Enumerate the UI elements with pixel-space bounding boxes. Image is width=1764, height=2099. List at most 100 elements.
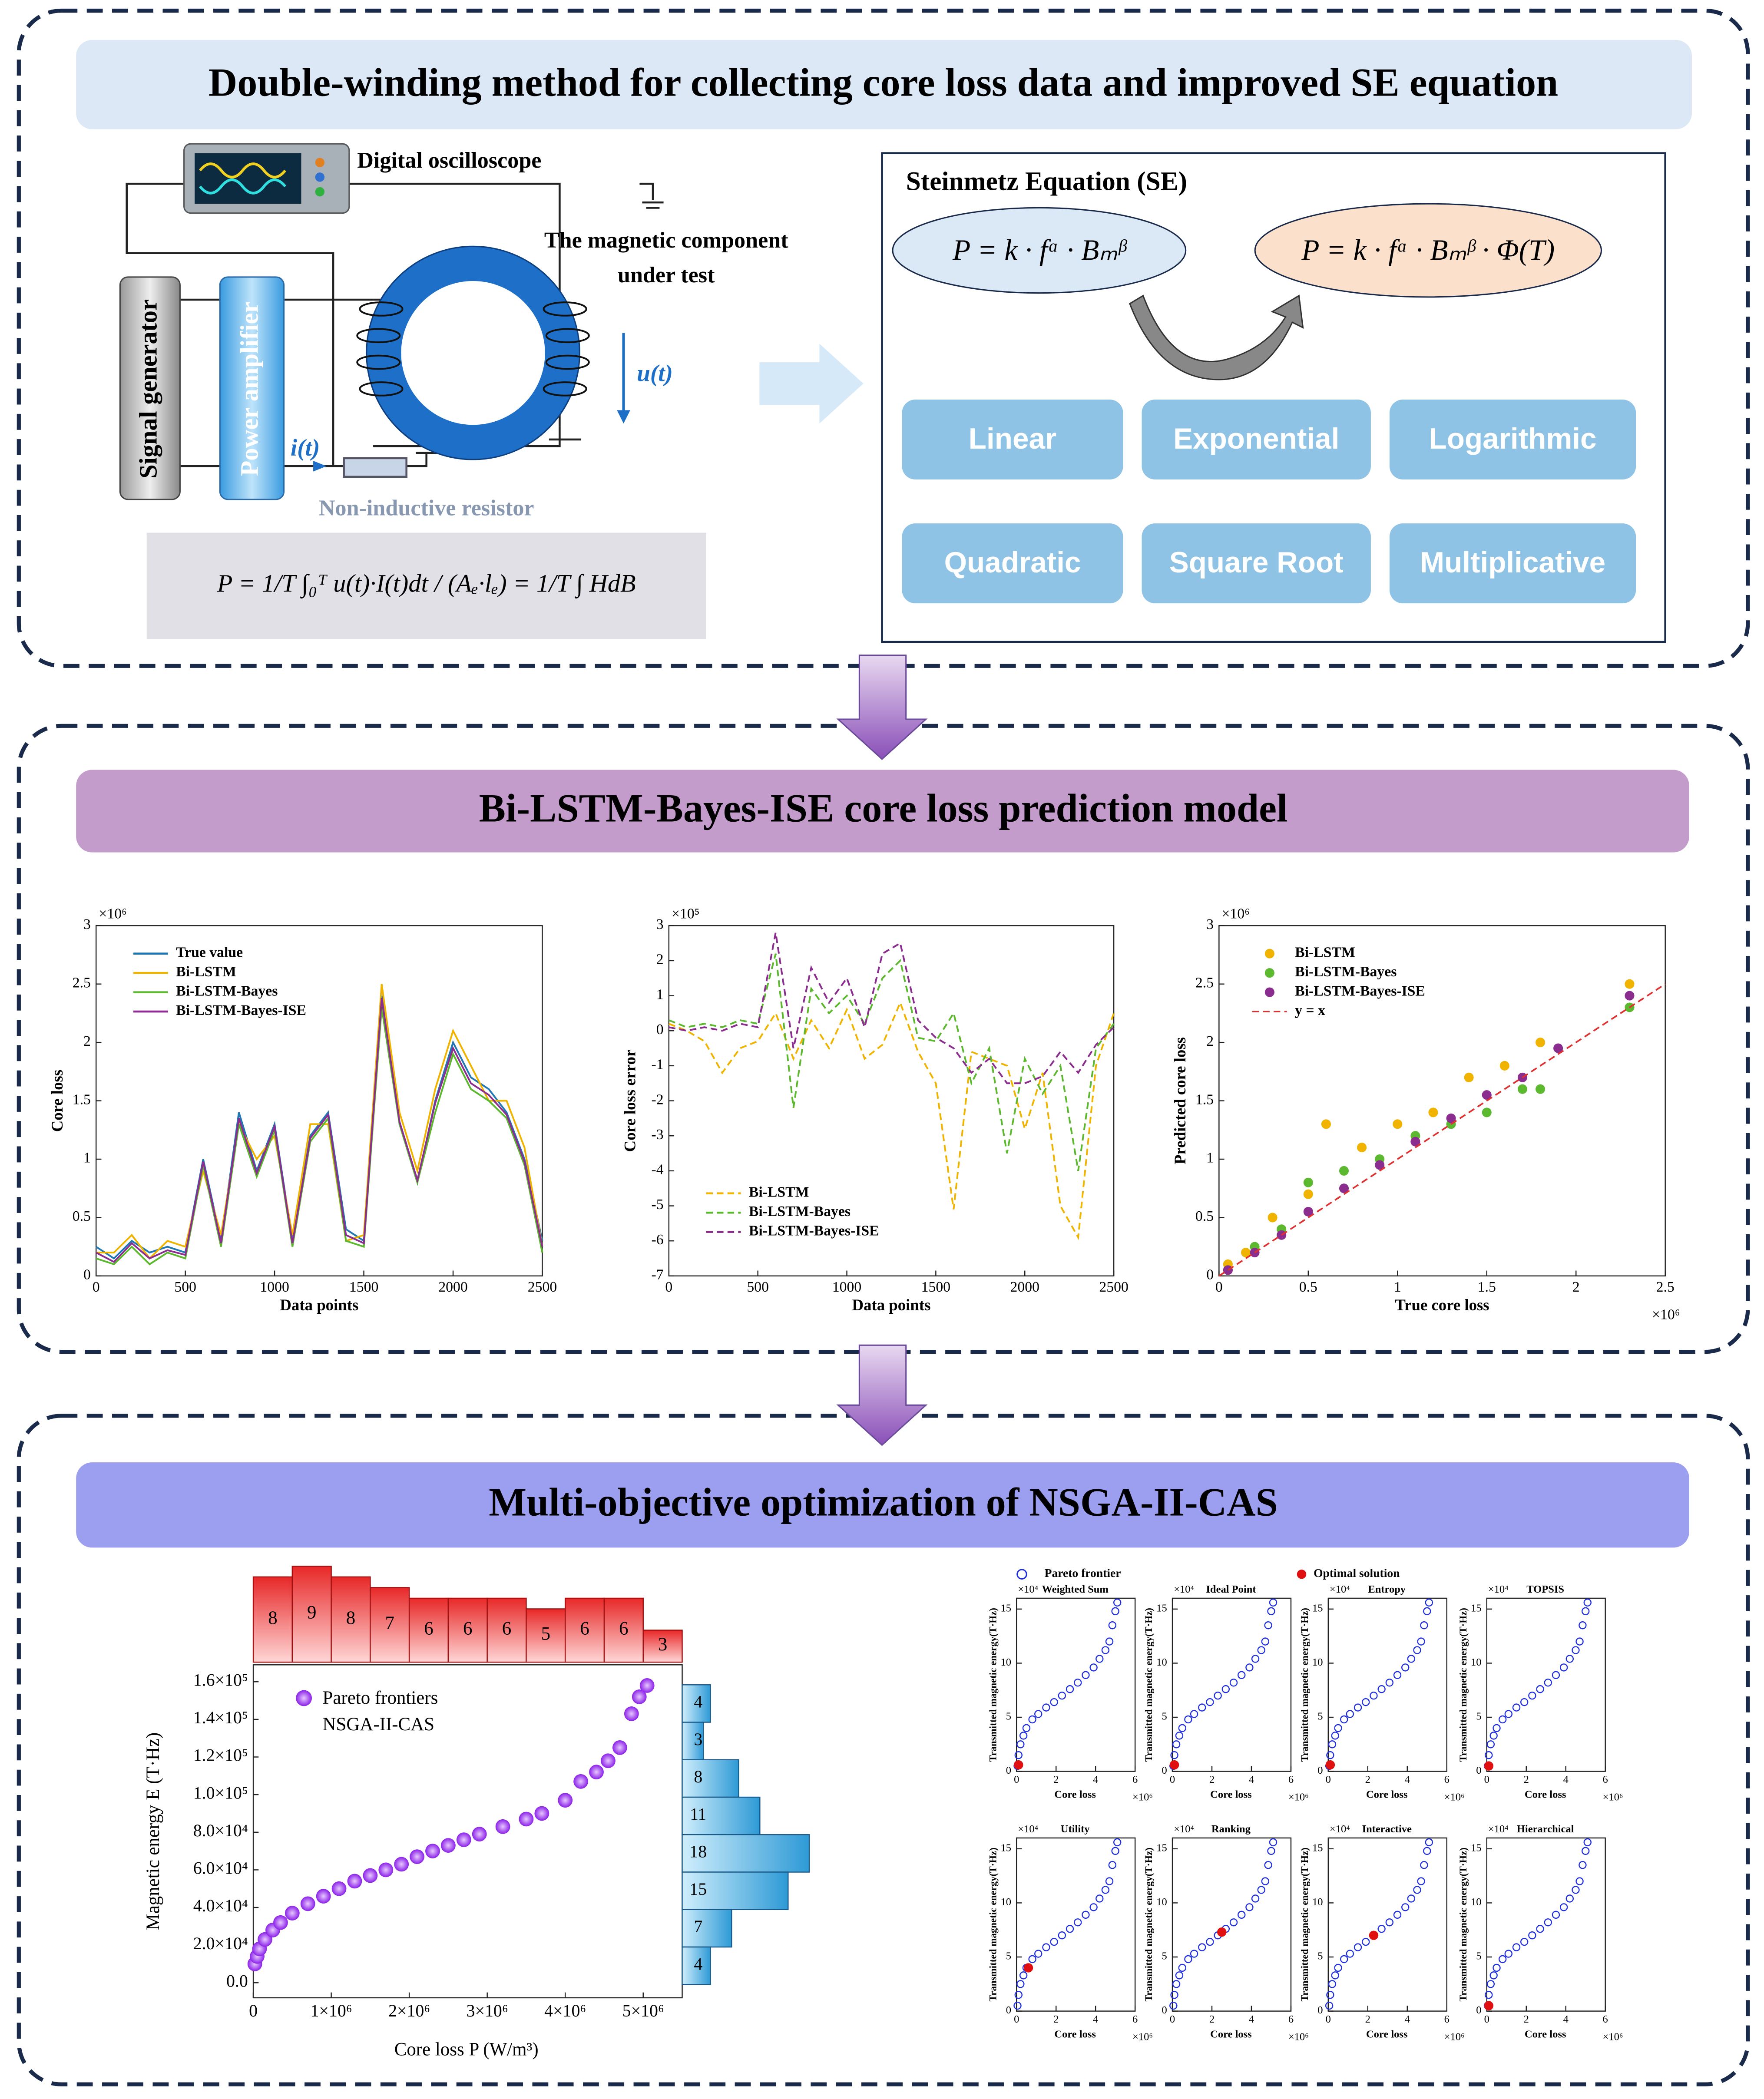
histogram-label: 3 [694,1729,702,1749]
x-tick-label: 0.5 [1299,1279,1317,1295]
frontier-point [1113,1598,1122,1607]
x-tick-label: 4 [1093,2013,1098,2025]
frontier-point [1579,1861,1587,1869]
y-tick-label: 1 [83,1150,91,1166]
x-tick-label: 6 [1444,1774,1450,1785]
frontier-point [1170,1751,1178,1759]
y-tick-label: 15 [1156,1602,1167,1614]
form-label: Exponential [1173,423,1339,455]
panel-title: Ideal Point [1206,1583,1256,1595]
x-tick-label: 0 [1326,2013,1331,2025]
frontier-point [1198,1703,1206,1712]
x-tick-label: 0 [1326,1774,1331,1785]
y-tick-label: 1.4×10⁵ [193,1708,248,1727]
plot-frame [1486,1837,1606,2012]
frontier-point [1334,1963,1342,1972]
frontier-point [1536,1925,1544,1933]
frontier-point [1583,1598,1592,1607]
series-line [669,1000,1115,1240]
frontier-point [1385,1679,1394,1687]
pareto-point [519,1811,534,1827]
series-line [669,932,1115,1084]
waveform [199,162,287,178]
pareto-point [285,1906,300,1921]
frontier-point [1184,1955,1192,1963]
point [1535,1038,1546,1048]
form-button [902,523,1123,604]
frontier-point [1042,1703,1050,1712]
x-tick-label: 2 [1365,1774,1370,1785]
frontier-point [1229,1918,1238,1927]
pareto-point [378,1862,394,1878]
x-tick-label: 6 [1132,2013,1138,2025]
y-tick-label: 5 [1317,1950,1323,1962]
y-tick-label: 1.6×10⁵ [193,1670,248,1689]
y-axis-label: Transmitted magnetic energy(T·Hz) [1458,1848,1469,2001]
histogram-bar [682,1834,810,1873]
x-tick-label: 2 [1572,1279,1580,1295]
point [1464,1072,1474,1082]
histogram-bar [603,1597,644,1663]
legend-label: y = x [1295,1002,1325,1018]
frontier-point [1581,1847,1590,1855]
frontier-point [1413,1886,1421,1894]
se-original [892,207,1187,294]
knob [315,158,325,167]
frontier-point [1184,1715,1192,1724]
axis-multiplier: ×10⁶ [1444,2031,1465,2043]
y-axis-label: Transmitted magnetic energy(T·Hz) [987,1608,998,1762]
legend-label: Pareto frontier [1045,1566,1121,1580]
frontier-point [1423,1847,1431,1855]
frontier-point [1082,1911,1090,1919]
frontier-point [1178,1963,1186,1972]
form-label: Square Root [1169,546,1344,579]
panel-title: Weighted Sum [1042,1583,1109,1595]
frontier-point [1417,1877,1425,1885]
plot-frame [1327,1837,1447,2012]
label: The magnetic component [544,228,788,253]
waveform [199,178,287,195]
frontier-point [1267,1607,1275,1616]
frontier-point [1105,1637,1114,1646]
pareto-point [495,1819,510,1834]
frontier-point [1214,1691,1222,1700]
x-axis-label: Core loss [1210,2028,1252,2040]
y-axis-label: Core loss error [621,1050,639,1152]
frontier-point [1267,1847,1275,1855]
plot-frame [1327,1597,1447,1772]
frontier-point [1089,1903,1098,1911]
panel-title: Utility [1061,1823,1090,1835]
x-tick-label: 4×10⁶ [544,2001,586,2020]
y-axis-label: Core loss [48,1070,66,1132]
optimal-point [1484,2001,1494,2010]
form-button [1142,399,1371,479]
y-tick-label: 15 [1000,1602,1011,1614]
y-tick-label: 2 [83,1033,91,1049]
frontier-point [1050,1698,1058,1706]
y-tick-label: 10 [1471,1896,1482,1908]
frontier-point [1520,1698,1529,1706]
frontier-point [1498,1955,1507,1963]
label: Non-inductive resistor [319,496,534,520]
se-improved [1254,203,1602,298]
pareto-point [534,1806,549,1821]
histogram-label: 6 [580,1618,589,1639]
legend-label: Bi-LSTM [176,964,236,980]
pareto-point [573,1774,588,1789]
pareto-point [472,1827,487,1841]
y-tick-label: 10 [1312,1896,1323,1908]
y-axis-label: Transmitted magnetic energy(T·Hz) [1143,1848,1154,2001]
plot-frame [1172,1837,1292,2012]
optimal-point [1023,1963,1033,1973]
point [1241,1248,1251,1258]
x-tick-label: 0 [665,1279,672,1295]
frontier-point [1089,1663,1098,1672]
frontier-point [1170,1991,1178,1999]
axis-multiplier: ×10⁵ [672,906,700,922]
x-tick-label: 2500 [528,1279,557,1295]
y-axis-label: Transmitted magnetic energy(T·Hz) [1458,1608,1469,1762]
y-tick-label: 6.0×10⁴ [193,1858,248,1878]
x-axis-label: Core loss P (W/m³) [394,2039,539,2059]
frontier-point [1581,1607,1590,1616]
plot-frame [1218,925,1666,1277]
